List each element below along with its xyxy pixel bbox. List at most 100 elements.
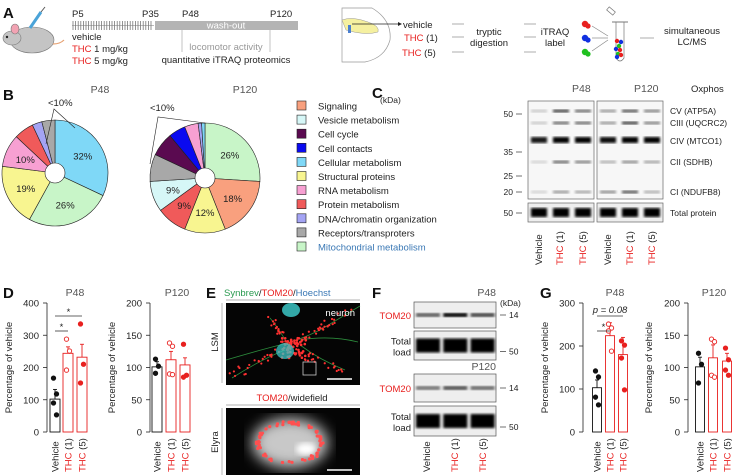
- oxphos-title: Oxphos: [691, 84, 724, 95]
- legend-swatch: [296, 241, 307, 252]
- tom20-signal: [289, 341, 292, 345]
- band-label: CIV (MTCO1): [670, 136, 722, 146]
- tom20-signal: [274, 327, 278, 330]
- tom20-signal: [308, 352, 312, 355]
- tom20-signal: [275, 424, 279, 428]
- panel-label-f: F: [372, 285, 381, 302]
- blot-band: [531, 137, 547, 143]
- tom20-band: [416, 313, 440, 317]
- data-point: [621, 387, 628, 393]
- tom20-signal: [315, 454, 319, 458]
- blot-band: [622, 190, 638, 194]
- lane-label: THC (5): [647, 231, 658, 265]
- tom20-signal: [293, 339, 296, 342]
- label-rest: (1): [606, 438, 617, 452]
- sample-vehicle: vehicle: [403, 20, 433, 31]
- pie-charts: P48 32% 26% 19% 10% <10% P120 26% 18% 12% 9% 9% <10%: [1, 84, 261, 234]
- tom20-signal: [232, 370, 236, 373]
- panel-label-d: D: [3, 285, 14, 302]
- tom20-signal: [332, 366, 336, 369]
- data-point: [722, 367, 729, 373]
- blot-band: [575, 109, 591, 113]
- chart-title: P120: [702, 287, 727, 299]
- x-category-label: THC (5): [619, 438, 630, 472]
- lsm-neuron-image: neuron: [225, 303, 361, 385]
- tom20-signal: [335, 369, 338, 373]
- legend-item: Cell cycle: [296, 128, 359, 141]
- y-tick-label: 200: [559, 342, 575, 353]
- tom20-signal: [298, 354, 302, 357]
- tom20-signal: [284, 340, 287, 343]
- data-point: [169, 371, 176, 378]
- blot-title-p48: P48: [477, 287, 496, 299]
- total-load-band: [416, 414, 440, 428]
- washout-bar: [155, 21, 298, 30]
- stain-title: Synbrev/TOM20/Hoechst: [224, 288, 331, 299]
- tom20-signal: [260, 362, 263, 365]
- data-point: [152, 370, 159, 376]
- group-vehicle: vehicle: [72, 32, 102, 43]
- molecular-weight-marker: 35: [504, 147, 514, 157]
- drug-name: THC: [619, 452, 630, 472]
- tom20-signal: [272, 323, 276, 326]
- drug-name: THC: [64, 452, 75, 472]
- label-rest: Vehicle: [534, 234, 545, 265]
- tom20-signal: [289, 339, 293, 343]
- itraq-tag-icon: [585, 23, 591, 29]
- tom20-signal: [300, 457, 305, 462]
- y-tick-label: 300: [559, 299, 575, 310]
- blot-band: [644, 160, 660, 164]
- sample-thc-1: THC (1): [404, 33, 438, 44]
- itraq-tag-icon: [585, 37, 591, 43]
- label-rest: Vehicle: [696, 441, 707, 472]
- tom20-band: [443, 386, 468, 390]
- y-axis-label: Percentage of vehicle: [4, 322, 15, 413]
- total-protein-band: [531, 208, 547, 217]
- tom20-band: [470, 386, 495, 390]
- blot-band: [600, 109, 616, 113]
- tom20-signal: [270, 353, 273, 356]
- blot-band: [575, 137, 591, 143]
- tom20-signal: [303, 336, 307, 340]
- tom20-band: [470, 313, 495, 317]
- tom20-signal: [299, 343, 303, 347]
- legend-item: Vesicle metabolism: [296, 114, 399, 127]
- y-tick-label: 200: [23, 363, 39, 374]
- brain-section-icon: [341, 7, 402, 63]
- itraq-tag-icon: [585, 51, 591, 57]
- total-protein-band: [575, 208, 591, 217]
- y-tick-label: 300: [23, 331, 39, 342]
- molecular-weight-marker: 25: [504, 171, 514, 181]
- itraq-tags: [581, 20, 591, 57]
- y-axis-label: Percentage of vehicle: [107, 322, 118, 413]
- label-rest: (5): [723, 438, 732, 452]
- tube-bead: [617, 47, 623, 53]
- elyra-mitochondria-image: [226, 408, 360, 475]
- drug-name: THC: [578, 245, 589, 265]
- label-rest: (5): [78, 438, 89, 452]
- widefield-title: TOM20/widefield: [256, 393, 327, 404]
- tom20-signal: [297, 350, 301, 354]
- blot-band: [622, 109, 638, 113]
- legend-swatch: [296, 143, 307, 153]
- data-point: [180, 341, 187, 347]
- blot-band: [600, 190, 616, 194]
- blot-band: [575, 190, 591, 194]
- tom20-signal: [281, 340, 284, 343]
- legend-label: Mitochondrial metabolism: [318, 243, 426, 254]
- bar: [708, 357, 718, 433]
- tom20-signal: [246, 366, 249, 370]
- tom20-signal: [264, 427, 268, 431]
- x-category-label: THC (1): [64, 438, 75, 472]
- y-tick-label: 150: [664, 331, 680, 342]
- legend-item: Mitochondrial metabolism: [296, 241, 426, 254]
- tom20-signal: [261, 357, 264, 360]
- molecular-weight-marker: 50: [504, 208, 514, 218]
- data-point: [725, 372, 732, 378]
- elyra-label: Elyra: [210, 430, 221, 452]
- tom20-signal: [237, 365, 240, 368]
- blot-band: [553, 137, 569, 143]
- legend-swatch: [296, 100, 307, 111]
- x-category-label: Vehicle: [51, 441, 62, 472]
- proteomics-workflow: vehicle THC (1) THC (5) tryptic digestio…: [402, 6, 720, 62]
